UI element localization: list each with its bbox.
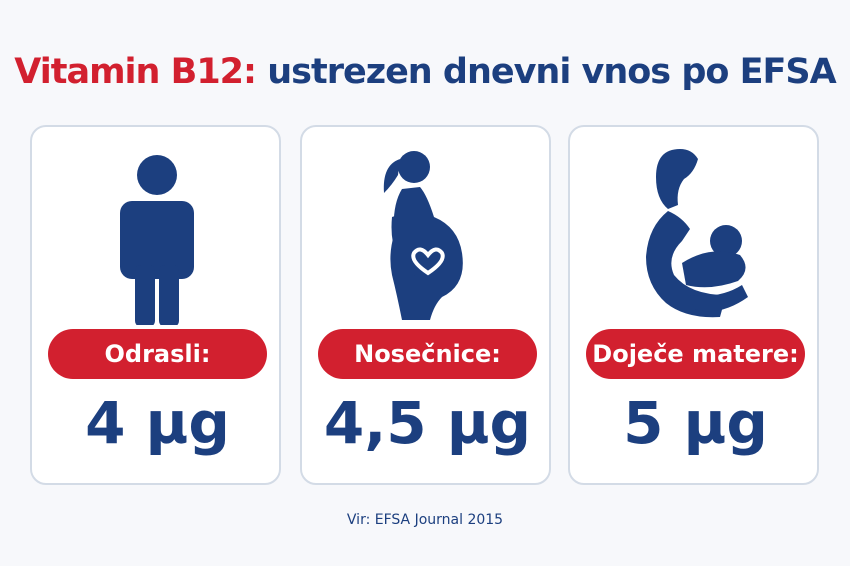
card-value: 4,5 µg <box>323 389 532 457</box>
title-highlight: Vitamin B12: <box>14 52 257 92</box>
card: Nosečnice: 4,5 µg <box>300 125 551 485</box>
card-value: 4 µg <box>85 389 230 457</box>
title: Vitamin B12: ustrezen dnevni vnos po EFS… <box>0 52 850 92</box>
card-label: Nosečnice: <box>318 329 537 379</box>
card: Odrasli: 4 µg <box>30 125 281 485</box>
card-value: 5 µg <box>623 389 768 457</box>
pregnant-icon <box>383 151 463 320</box>
title-rest: ustrezen dnevni vnos po EFSA <box>267 52 837 92</box>
card-label: Doječe matere: <box>586 329 805 379</box>
card-label: Odrasli: <box>48 329 267 379</box>
source: Vir: EFSA Journal 2015 <box>346 512 504 528</box>
breastfeeding-icon <box>646 149 748 318</box>
card: Doječe matere: 5 µg <box>568 125 819 485</box>
adult-icon <box>120 155 194 325</box>
